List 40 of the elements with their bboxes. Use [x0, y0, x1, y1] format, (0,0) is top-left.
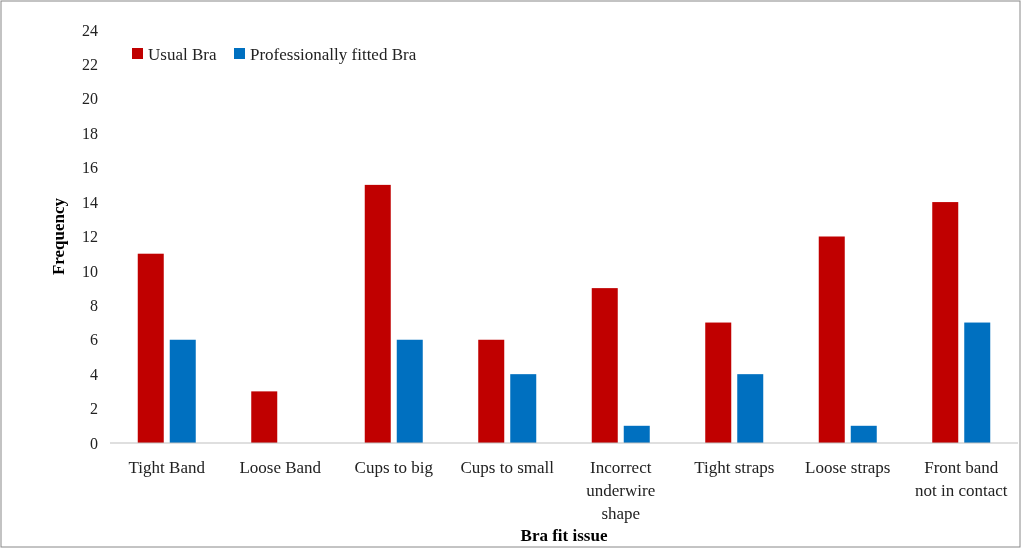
y-tick-label: 22	[82, 56, 98, 74]
bar	[137, 253, 164, 443]
bar	[737, 374, 764, 443]
bar	[591, 288, 618, 443]
bar	[932, 202, 959, 443]
bar	[623, 425, 650, 443]
bar	[396, 339, 423, 443]
y-tick-label: 2	[90, 400, 98, 418]
bar	[850, 425, 877, 443]
x-tick-label: Tight straps	[694, 458, 775, 477]
y-tick-label: 20	[82, 90, 98, 108]
x-tick-label: Loose straps	[805, 458, 891, 477]
y-axis-title: Frequency	[49, 197, 68, 276]
x-tick-label: Cups to big	[354, 458, 434, 477]
x-tick-label: Cups to small	[460, 458, 555, 477]
y-tick-label: 10	[82, 262, 98, 280]
x-tick-label: Incorrect underwire shape	[586, 458, 656, 523]
bar	[169, 339, 196, 443]
bar	[964, 322, 991, 443]
y-tick-label: 12	[82, 228, 98, 246]
y-tick-label: 18	[82, 124, 98, 142]
bar	[705, 322, 732, 443]
x-tick-label: Front band not in contact	[914, 458, 1008, 500]
x-axis-title: Bra fit issue	[520, 526, 608, 545]
y-tick-label: 4	[90, 365, 98, 383]
bar	[510, 374, 537, 443]
y-tick-label: 16	[82, 159, 98, 177]
bar	[364, 184, 391, 443]
legend-label: Usual Bra	[148, 44, 217, 64]
bar	[478, 339, 505, 443]
y-tick-label: 0	[90, 434, 98, 452]
bar	[818, 236, 845, 443]
y-tick-label: 8	[90, 296, 98, 314]
x-tick-label: Tight Band	[128, 458, 206, 477]
y-tick-label: 6	[90, 331, 98, 349]
legend-label: Professionally fitted Bra	[250, 44, 417, 64]
bar	[251, 391, 278, 443]
y-tick-label: 14	[82, 193, 98, 211]
y-tick-label: 24	[82, 21, 98, 39]
x-tick-label: Loose Band	[239, 458, 322, 477]
